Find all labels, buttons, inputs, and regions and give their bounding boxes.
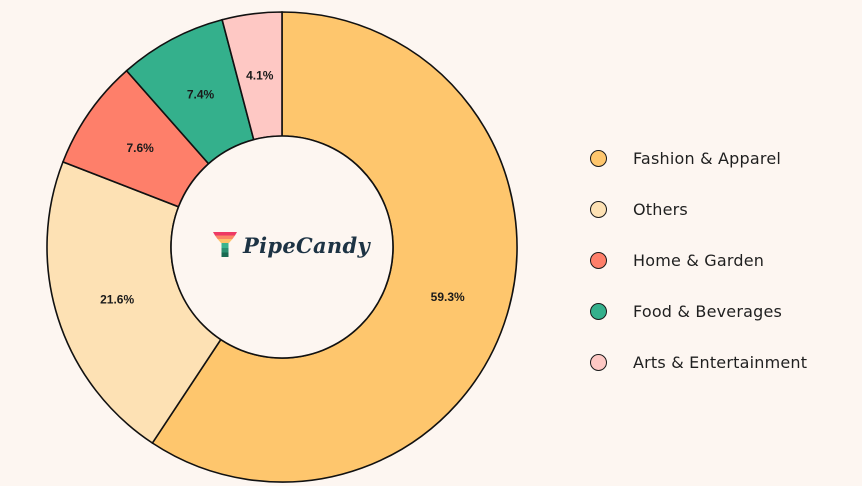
- legend-label: Fashion & Apparel: [633, 149, 782, 168]
- chart-legend: Fashion & Apparel Others Home & Garden F…: [590, 133, 807, 388]
- legend-item[interactable]: Fashion & Apparel: [590, 133, 807, 184]
- legend-swatch: [590, 303, 607, 320]
- funnel-icon: [213, 232, 237, 257]
- legend-label: Home & Garden: [633, 251, 765, 270]
- legend-item[interactable]: Food & Beverages: [590, 286, 807, 337]
- slice-label: 59.3%: [431, 290, 465, 304]
- legend-swatch: [590, 201, 607, 218]
- legend-label: Others: [633, 200, 688, 219]
- donut-hole: [170, 135, 394, 359]
- legend-swatch: [590, 354, 607, 371]
- logo-text: PipeCandy: [243, 232, 370, 258]
- legend-swatch: [590, 252, 607, 269]
- slice-label: 7.4%: [187, 87, 215, 101]
- legend-item[interactable]: Arts & Entertainment: [590, 337, 807, 388]
- slice-label: 7.6%: [126, 141, 154, 155]
- legend-label: Arts & Entertainment: [633, 353, 808, 372]
- pipecandy-logo: PipeCandy: [213, 232, 370, 258]
- legend-item[interactable]: Others: [590, 184, 807, 235]
- slice-label: 21.6%: [100, 292, 134, 306]
- slice-label: 4.1%: [246, 68, 274, 82]
- legend-item[interactable]: Home & Garden: [590, 235, 807, 286]
- legend-label: Food & Beverages: [633, 302, 783, 321]
- legend-swatch: [590, 150, 607, 167]
